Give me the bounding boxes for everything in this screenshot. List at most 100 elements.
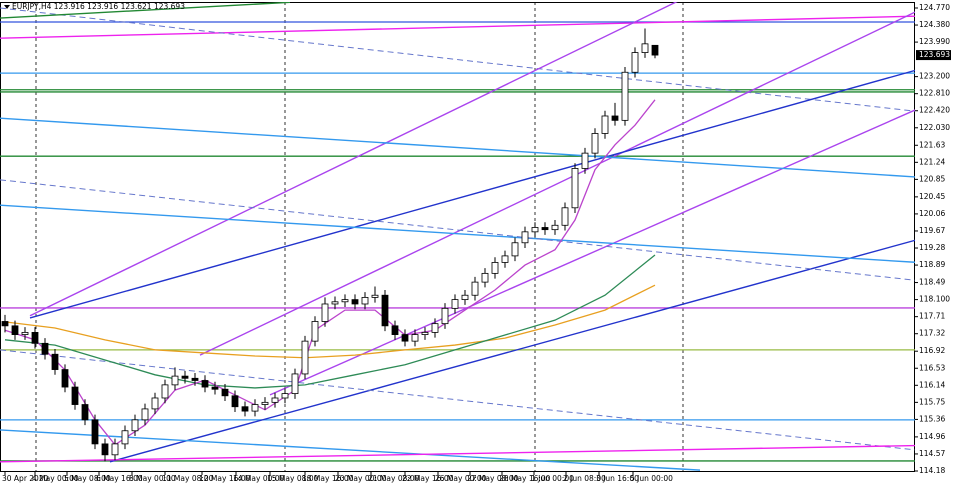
candle-body: [81, 404, 89, 421]
x-tick-label: 27 May 08:00: [467, 474, 519, 483]
candle-body: [201, 380, 209, 388]
candle-body: [151, 397, 159, 410]
candle-body: [51, 353, 59, 370]
y-tick-label: 116.92: [919, 346, 945, 355]
x-tick-label: 8 May 00:00: [129, 474, 176, 483]
x-tick-label: 26 May 00:00: [435, 474, 487, 483]
candle-body: [601, 115, 609, 134]
y-tick-label: 114.57: [919, 449, 945, 458]
candle-body: [191, 377, 199, 381]
candle-body: [1, 321, 9, 327]
x-tick-label: 3 Jun 16:00: [596, 474, 639, 483]
candle-body: [171, 375, 179, 386]
x-tick-label: 1 Jun 00:00: [531, 474, 574, 483]
candle-body: [251, 404, 259, 412]
trend-line: [269, 109, 915, 396]
x-tick-label: 2 Jun 08:00: [563, 474, 606, 483]
trend-line: [199, 11, 915, 356]
last-price-box: [916, 50, 951, 61]
candle-body: [271, 397, 279, 403]
trend-line: [0, 117, 915, 178]
x-tick-label: 22 May 16:00: [402, 474, 454, 483]
y-tick-label: 121.63: [919, 140, 945, 149]
candle-body: [161, 384, 169, 399]
x-tick-label: 14 May 00:00: [233, 474, 285, 483]
trend-line: [0, 204, 915, 263]
y-tick-label: 122.420: [919, 106, 950, 115]
trend-line: [0, 429, 701, 471]
y-tick-label: 118.89: [919, 260, 945, 269]
candle-body: [221, 388, 229, 397]
x-tick-label: 11 May 08:00: [162, 474, 214, 483]
x-tick-label: 28 May 16:00: [499, 474, 551, 483]
candle-body: [181, 375, 189, 379]
moving-average: [4, 254, 656, 389]
candle-body: [461, 294, 469, 301]
y-tick-label: 115.36: [919, 414, 945, 423]
y-tick-label: 116.14: [919, 380, 945, 389]
candle-body: [101, 443, 109, 456]
y-tick-label: 117.32: [919, 329, 945, 338]
candle-body: [401, 334, 409, 342]
candle-body: [301, 340, 309, 375]
y-tick-label: 124.380: [919, 20, 950, 29]
candle-body: [141, 408, 149, 421]
candle-body: [631, 52, 639, 73]
menu-arrow[interactable]: [4, 5, 10, 9]
y-tick-label: 123.990: [919, 37, 950, 46]
last-price-label: 123.693: [919, 50, 950, 59]
trend-line: [0, 15, 915, 39]
candle-body: [211, 386, 219, 390]
candle-body: [471, 281, 479, 296]
x-tick-label: 15 May 08:00: [267, 474, 319, 483]
x-tick-label: 5 May 08:00: [64, 474, 111, 483]
candle-body: [331, 301, 339, 305]
y-tick-label: 120.06: [919, 209, 945, 218]
y-tick-label: 118.100: [919, 295, 950, 304]
trend-line: [0, 2, 291, 19]
candles: [1, 28, 659, 462]
candle-body: [441, 307, 449, 325]
candle-body: [11, 325, 19, 335]
y-tick-label: 123.200: [919, 72, 950, 81]
candle-body: [71, 386, 79, 405]
trend-line: [0, 444, 915, 463]
candle-body: [571, 168, 579, 209]
candle-body: [651, 44, 659, 56]
candle-body: [621, 71, 629, 121]
candle-body: [281, 393, 289, 399]
moving-average: [4, 284, 656, 359]
candle-body: [321, 303, 329, 322]
candle-body: [451, 299, 459, 309]
candle-body: [311, 321, 319, 342]
candle-body: [581, 152, 589, 169]
candle-body: [481, 272, 489, 283]
trend-line: [0, 179, 915, 281]
candle-body: [381, 294, 389, 327]
candle-body: [411, 334, 419, 342]
y-tick-label: 119.67: [919, 226, 945, 235]
y-tick-label: 118.49: [919, 278, 945, 287]
candle-body: [31, 331, 39, 344]
y-tick-label: 116.53: [919, 363, 945, 372]
axes: 124.770 124.380 123.990 123.200 122.810 122.4…: [2, 3, 951, 483]
x-tick-label: 6 May 16:00: [96, 474, 143, 483]
candle-body: [641, 43, 649, 53]
candle-body: [371, 294, 379, 298]
candle-body: [91, 419, 99, 445]
candle-body: [541, 227, 549, 231]
candle-body: [491, 262, 499, 274]
x-tick-label: 4 May 00:00: [32, 474, 79, 483]
x-tick-label: 30 Apr 2020: [2, 474, 49, 483]
x-tick-label: 5 Jun 00:00: [630, 474, 673, 483]
candle-body: [521, 231, 529, 244]
x-tick-label: 18 May 16:00: [302, 474, 354, 483]
trend-line: [0, 349, 915, 451]
candle-body: [61, 369, 69, 388]
y-tick-label: 122.030: [919, 123, 950, 132]
candle-body: [551, 224, 559, 231]
candle-body: [21, 331, 29, 335]
y-tick-label: 120.45: [919, 192, 945, 201]
candle-body: [431, 323, 439, 333]
